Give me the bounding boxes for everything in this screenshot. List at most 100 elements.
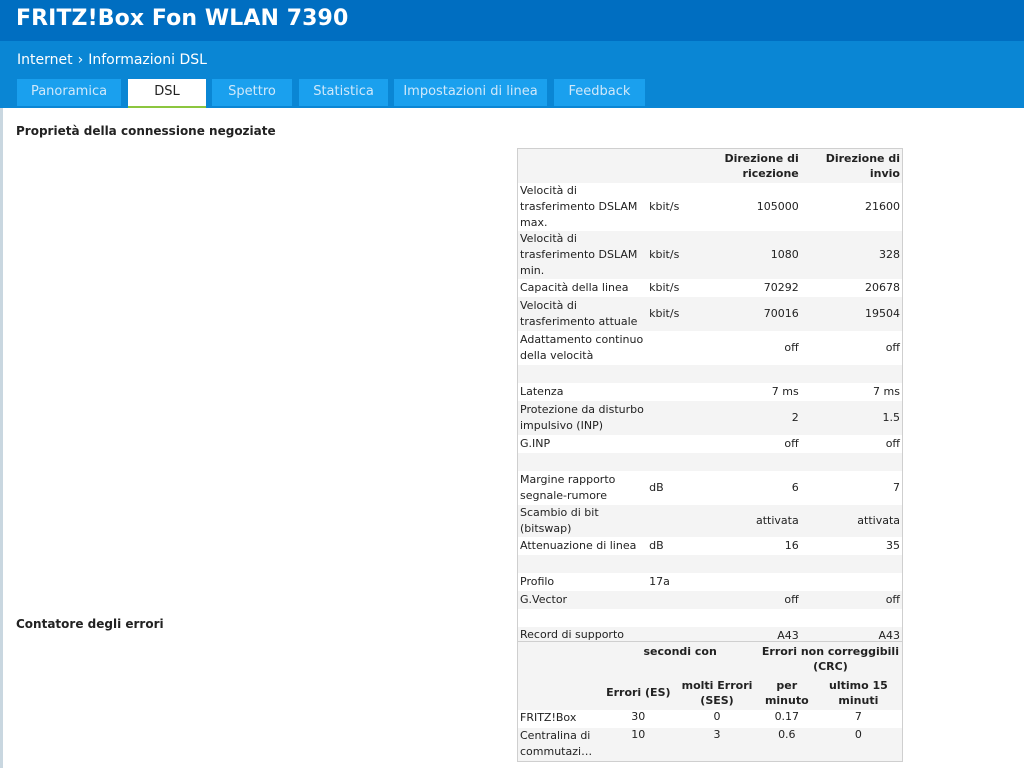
table-header-row: Direzione di ricezione Direzione di invi… xyxy=(517,148,903,183)
row-label: Attenuazione di linea xyxy=(520,538,637,552)
row-label: Velocità di trasferimento DSLAM max. xyxy=(520,183,638,229)
row-label: Capacità della linea xyxy=(520,280,629,294)
row-label: Velocità di trasferimento DSLAM min. xyxy=(520,231,638,277)
column-group-header xyxy=(518,642,602,676)
column-header-ricezione: Direzione di ricezione xyxy=(724,151,799,180)
row-crc-ultimo-15: 7 xyxy=(854,709,862,723)
table-row: Velocità di trasferimento DSLAM min. kbit… xyxy=(517,230,903,279)
row-value-invio: off xyxy=(885,437,900,450)
row-value-ricezione: 70016 xyxy=(763,307,799,320)
column-header xyxy=(518,149,648,183)
column-group-header-crc: Errori non correggibili (CRC) xyxy=(761,644,899,673)
row-errori-es: 30 xyxy=(631,709,646,723)
row-unit: dB xyxy=(649,481,664,494)
row-unit: dB xyxy=(649,539,664,552)
column-header xyxy=(518,676,602,710)
tab-feedback[interactable]: Feedback xyxy=(554,79,645,106)
row-label: FRITZ!Box xyxy=(520,710,577,724)
tab-impostazioni-di-linea[interactable]: Impostazioni di linea xyxy=(394,79,547,106)
row-value-ricezione: 16 xyxy=(784,539,799,552)
row-unit: kbit/s xyxy=(649,307,680,320)
row-value-ricezione: off xyxy=(784,437,799,450)
row-value-invio xyxy=(801,453,903,471)
column-header xyxy=(647,149,699,183)
table-row: Record di supporto A43 A43 xyxy=(517,626,903,645)
tab-panoramica[interactable]: Panoramica xyxy=(17,79,121,106)
row-value-ricezione: 1080 xyxy=(770,248,799,261)
row-value-invio: 7 ms xyxy=(873,385,900,398)
row-crc-per-minuto: 0.17 xyxy=(774,709,800,723)
error-section-title: Contatore degli errori xyxy=(16,617,164,631)
row-label: Margine rapporto segnale-rumore xyxy=(520,472,616,502)
row-value-ricezione: 2 xyxy=(791,411,799,424)
row-label xyxy=(518,365,648,383)
row-unit xyxy=(647,331,699,365)
row-errori-es: 10 xyxy=(631,727,646,741)
row-value-ricezione xyxy=(699,573,801,591)
row-label: Scambio di bit (bitswap) xyxy=(520,505,599,535)
table-row: Profilo 17a xyxy=(517,572,903,591)
table-row: Margine rapporto segnale-rumore dB 6 7 xyxy=(517,470,903,505)
row-value-invio: 35 xyxy=(886,539,900,552)
connection-section-title: Proprietà della connessione negoziate xyxy=(16,124,276,138)
row-value-ricezione xyxy=(699,609,801,627)
device-title: FRITZ!Box Fon WLAN 7390 xyxy=(16,6,349,31)
navigation-bar: Internet › Informazioni DSL Panoramica DSL… xyxy=(0,41,1024,108)
row-value-ricezione: A43 xyxy=(777,628,799,642)
column-header: per minuto xyxy=(764,678,809,707)
chevron-right-icon: › xyxy=(77,52,84,68)
row-value-ricezione: attivata xyxy=(756,514,799,527)
row-label: Latenza xyxy=(520,384,564,398)
table-row xyxy=(517,608,903,627)
row-value-invio: 19504 xyxy=(865,307,900,320)
row-value-invio: 7 xyxy=(893,481,900,494)
page-left-border xyxy=(0,108,3,768)
tab-dsl[interactable]: DSL xyxy=(128,79,206,108)
column-header: molti Errori (SES) xyxy=(681,678,753,707)
row-unit xyxy=(647,365,699,383)
breadcrumb: Internet › Informazioni DSL xyxy=(17,52,207,68)
row-value-invio: attivata xyxy=(857,514,900,527)
row-value-invio xyxy=(801,573,903,591)
row-unit: kbit/s xyxy=(649,281,680,294)
row-value-invio xyxy=(801,365,903,383)
table-row: Velocità di trasferimento DSLAM max. kbit… xyxy=(517,182,903,231)
table-row: G.INP off off xyxy=(517,434,903,453)
error-counter-table: secondi con Errori non correggibili (CRC… xyxy=(517,641,903,762)
table-row xyxy=(517,554,903,573)
connection-properties-table: Direzione di ricezione Direzione di invi… xyxy=(517,148,903,645)
row-unit xyxy=(647,609,699,627)
row-label: G.INP xyxy=(520,436,551,450)
top-header: FRITZ!Box Fon WLAN 7390 xyxy=(0,0,1024,41)
row-unit xyxy=(647,383,699,401)
row-unit: kbit/s xyxy=(649,248,680,261)
row-label: Profilo xyxy=(520,574,555,588)
row-crc-per-minuto: 0.6 xyxy=(778,727,796,741)
row-unit xyxy=(647,435,699,453)
row-unit: kbit/s xyxy=(649,200,680,213)
row-value-ricezione: 105000 xyxy=(756,200,799,213)
row-label xyxy=(518,555,648,573)
row-value-invio: 328 xyxy=(879,248,900,261)
tab-spettro[interactable]: Spettro xyxy=(212,79,292,106)
row-label: Velocità di trasferimento attuale xyxy=(520,298,638,328)
table-row: Protezione da disturbo impulsivo (INP) 2 1… xyxy=(517,400,903,435)
row-unit xyxy=(647,591,699,609)
table-group-header-row: secondi con Errori non correggibili (CRC… xyxy=(517,641,903,676)
breadcrumb-parent[interactable]: Internet xyxy=(17,52,73,68)
row-value-invio: A43 xyxy=(878,628,900,642)
row-label xyxy=(518,609,648,627)
table-row: Scambio di bit (bitswap) attivata attivata xyxy=(517,504,903,537)
row-label: Centralina di commutazi… xyxy=(520,728,593,758)
row-label: Record di supporto xyxy=(520,628,625,642)
table-row: Adattamento continuo della velocità off of… xyxy=(517,330,903,365)
row-label: G.Vector xyxy=(520,592,568,606)
tab-statistica[interactable]: Statistica xyxy=(299,79,388,106)
row-value-ricezione: 7 ms xyxy=(771,385,799,398)
table-header-row: Errori (ES) molti Errori (SES) per minut… xyxy=(517,675,903,710)
row-errori-ses: 3 xyxy=(713,727,721,741)
row-unit xyxy=(647,453,699,471)
row-unit xyxy=(647,505,699,537)
breadcrumb-current: Informazioni DSL xyxy=(88,52,207,68)
row-crc-ultimo-15: 0 xyxy=(854,727,862,741)
